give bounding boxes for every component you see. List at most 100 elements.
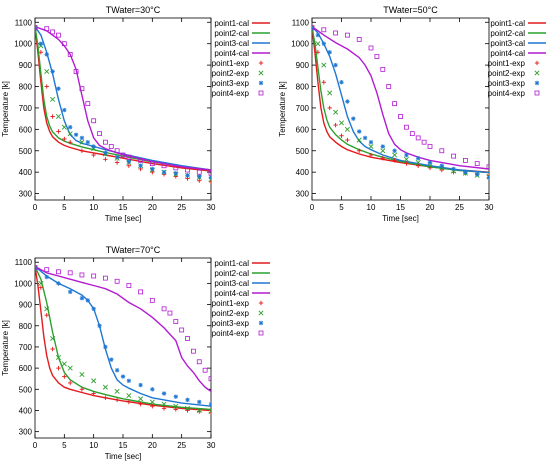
data-point-point1-exp	[208, 179, 211, 184]
x-axis-label: Time [sec]	[105, 214, 142, 223]
data-point-point3-exp	[439, 163, 444, 168]
data-point-point3-exp	[312, 26, 315, 31]
data-point-point4-exp	[161, 306, 167, 312]
data-point-point1-exp	[79, 148, 85, 153]
x-tick-label: 15	[119, 203, 128, 212]
data-point-point4-exp	[403, 124, 409, 130]
data-point-point1-exp	[50, 346, 55, 352]
data-point-point1-exp	[114, 397, 120, 403]
data-point-point3-exp	[85, 298, 90, 303]
data-point-point4-exp	[208, 170, 211, 176]
data-point-point3-exp	[85, 139, 90, 145]
y-tick-label: 300	[19, 190, 33, 199]
y-tick-label: 1100	[292, 18, 310, 27]
data-point-point3-exp	[62, 107, 67, 113]
data-point-point1-exp	[68, 139, 73, 145]
data-point-point2-exp	[173, 403, 179, 409]
data-point-point1-exp	[315, 50, 321, 55]
data-point-point1-exp	[150, 404, 155, 409]
data-point-point4-exp	[451, 153, 457, 159]
data-point-point3-exp	[38, 41, 44, 46]
data-point-point4-exp	[44, 26, 50, 32]
data-point-point1-exp	[126, 399, 132, 405]
data-point-point4-exp	[103, 139, 108, 145]
data-point-point3-exp	[44, 52, 49, 57]
data-point-point3-exp	[68, 289, 73, 295]
x-tick-label: 5	[62, 203, 67, 212]
legend-label: point2-exp	[212, 69, 250, 78]
data-point-point4-exp	[415, 135, 421, 141]
data-point-point3-exp	[79, 135, 85, 141]
data-point-point2-exp	[138, 396, 144, 402]
data-point-point3-exp	[451, 166, 456, 172]
data-point-point1-exp	[44, 84, 49, 89]
y-tick-label: 300	[296, 190, 310, 199]
data-point-point4-exp	[368, 45, 374, 51]
data-point-point1-exp	[62, 136, 67, 142]
data-point-point4-exp	[114, 278, 120, 284]
x-tick-label: 30	[207, 441, 216, 450]
data-point-point4-exp	[190, 348, 196, 354]
data-point-point4-exp	[486, 164, 489, 170]
data-point-point1-exp	[62, 374, 67, 379]
legend-label: point4-cal	[490, 49, 525, 58]
data-point-point3-exp	[351, 116, 356, 121]
x-tick-label: 0	[310, 203, 315, 212]
data-point-point4-exp	[35, 265, 38, 270]
data-point-point3-exp	[345, 99, 350, 104]
data-point-point2-exp	[338, 120, 345, 126]
y-axis-label: Temperature [k]	[1, 320, 10, 376]
data-point-point3-exp	[68, 125, 73, 130]
data-point-point4-exp	[392, 101, 398, 107]
legend-marker	[258, 300, 264, 306]
data-point-point4-exp	[196, 169, 202, 175]
data-point-point1-exp	[439, 167, 444, 173]
y-tick-label: 900	[19, 61, 33, 70]
data-point-point2-exp	[392, 152, 398, 158]
data-point-point3-exp	[362, 135, 368, 141]
data-point-point2-exp	[208, 177, 211, 183]
chart-title: TWater=50°C	[383, 5, 438, 15]
data-point-point2-exp	[344, 126, 350, 132]
data-point-point3-exp	[56, 281, 61, 286]
legend-marker	[258, 70, 264, 76]
y-tick-label: 600	[296, 125, 310, 134]
data-point-point4-exp	[344, 32, 350, 38]
data-point-point3-exp	[35, 26, 38, 31]
data-point-point4-exp	[380, 66, 386, 72]
legend-label: point1-cal	[214, 259, 249, 268]
legend-label: point3-cal	[214, 279, 249, 288]
data-point-point3-exp	[150, 166, 155, 172]
chart-title: TWater=70°C	[106, 245, 161, 255]
data-point-point2-exp	[196, 407, 202, 413]
data-point-point4-exp	[185, 336, 190, 341]
data-point-point4-exp	[126, 283, 132, 288]
legend-label: point1-exp	[488, 59, 526, 68]
legend-label: point3-exp	[488, 79, 526, 88]
y-tick-label: 500	[19, 385, 33, 394]
data-point-point4-exp	[421, 139, 427, 145]
data-point-point3-exp	[185, 173, 190, 178]
data-point-point1-exp	[339, 133, 344, 138]
legend-label: point3-exp	[212, 319, 250, 328]
data-point-point4-exp	[386, 84, 392, 89]
y-tick-label: 1100	[15, 258, 33, 267]
data-point-point1-exp	[56, 129, 61, 134]
y-tick-label: 700	[19, 104, 33, 113]
y-tick-label: 1000	[291, 40, 309, 49]
y-tick-label: 500	[19, 147, 33, 156]
chart-panel-2: TWater=50°C30040050060070080090010001100…	[278, 5, 546, 223]
data-point-point3-exp	[97, 323, 102, 328]
data-point-point1-exp	[161, 406, 167, 411]
data-point-point3-exp	[486, 175, 489, 180]
x-tick-label: 15	[119, 441, 128, 450]
data-point-point3-exp	[44, 274, 49, 280]
data-point-point4-exp	[138, 157, 144, 163]
data-point-point3-exp	[315, 32, 321, 38]
x-tick-label: 0	[33, 203, 38, 212]
data-point-point4-exp	[56, 32, 61, 38]
data-point-point3-exp	[404, 152, 409, 158]
data-point-point3-exp	[103, 344, 108, 350]
legend-marker	[534, 60, 540, 66]
data-point-point2-exp	[333, 109, 339, 115]
